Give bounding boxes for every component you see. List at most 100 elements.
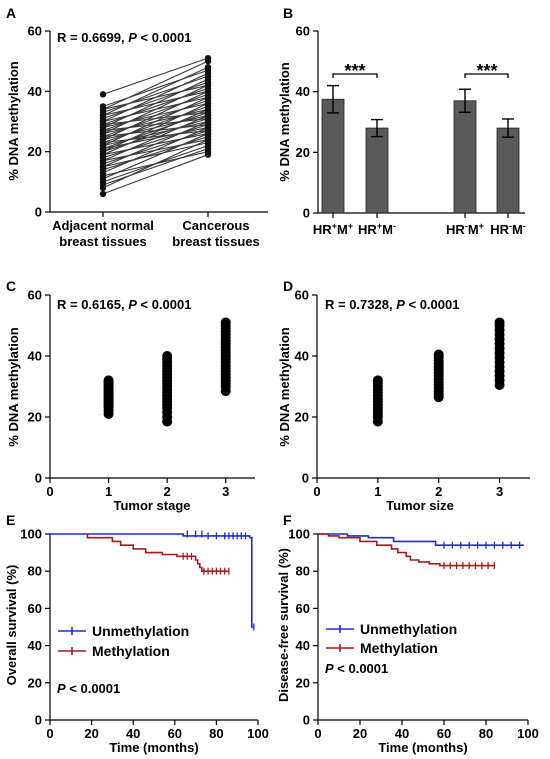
panel-f-xtick-label-100: 100 xyxy=(517,726,539,741)
panel-c-ylabel: % DNA methylation xyxy=(6,327,21,446)
panel-b-bar-label-3: HR-M- xyxy=(490,221,526,237)
panel-a-cancer-point-35 xyxy=(204,109,212,116)
panel-c: 0 20 40 60 0 1 2 3 % DNA methylation Tumor stag… xyxy=(6,288,255,513)
panel-d-ytick-label-40: 40 xyxy=(295,349,309,364)
panel-a-pair-line-14 xyxy=(102,108,209,156)
panel-c-point-1-20 xyxy=(162,351,173,361)
panel-e-letter: E xyxy=(6,512,15,528)
panel-a-pair-line-15 xyxy=(102,133,209,156)
panel-a-normal-point-44 xyxy=(99,103,107,110)
panel-a-xcat2-line2: breast tissues xyxy=(172,234,259,249)
panel-a-pair-line-13 xyxy=(102,123,209,159)
panel-f-xlabel: Time (months) xyxy=(378,740,467,755)
panel-a-p: < 0.0001 xyxy=(137,30,192,45)
panel-a-ylabel: % DNA methylation xyxy=(6,61,21,180)
panel-f-ylabel: Disease-free survival (%) xyxy=(276,548,291,702)
panel-d-ytick-label-0: 0 xyxy=(302,471,309,486)
panel-a-pair-line-5 xyxy=(102,151,209,177)
panel-a-cancer-point-5 xyxy=(204,148,212,155)
panel-f: 0 20 40 60 80 100 0 20 40 60 80 100 Disease-free su… xyxy=(276,527,539,756)
panel-b-sig-left-bracket xyxy=(332,73,378,78)
panel-c-p-label: P xyxy=(128,297,137,312)
panel-b-sig-left: *** xyxy=(332,61,378,81)
panel-a-pair-line-16 xyxy=(102,117,209,153)
panel-a-pair-line-2 xyxy=(102,148,209,186)
panel-d-ytick-label-60: 60 xyxy=(295,288,309,303)
panel-f-xtick-label-0: 0 xyxy=(314,726,321,741)
panel-b-ytick-label-60: 60 xyxy=(296,24,310,39)
panel-c-point-0-20 xyxy=(103,375,114,386)
panel-e-legend-unmeth: Unmethylation xyxy=(92,623,189,639)
panel-e-xtick-label-80: 80 xyxy=(209,726,223,741)
panel-d-xtick-label-0: 0 xyxy=(313,484,320,499)
panel-b-ylabel: % DNA methylation xyxy=(277,62,292,181)
panel-d-xtick-label-2: 2 xyxy=(435,484,442,499)
panel-a-pair-line-38 xyxy=(102,81,209,120)
panel-c-p: < 0.0001 xyxy=(137,297,192,312)
panel-a-cancer-point-45 xyxy=(204,54,212,62)
panel-f-ytick-label-60: 60 xyxy=(296,601,310,616)
panel-d-ytick-label-20: 20 xyxy=(295,410,309,425)
panel-a-pair-line-42 xyxy=(102,60,209,110)
panel-a-xcat1-line1: Adjacent normal xyxy=(52,218,154,233)
panel-f-ytick-label-100: 100 xyxy=(288,527,310,542)
panel-e-xtick-label-0: 0 xyxy=(46,726,53,741)
panel-d-axes xyxy=(316,295,530,479)
panel-a-pair-line-35 xyxy=(102,111,209,126)
panel-e-ytick-label-60: 60 xyxy=(28,601,42,616)
panel-a: 0 20 40 60 % DNA methylation R = 0.6699, P … xyxy=(6,24,268,249)
panel-d-xlabel: Tumor size xyxy=(386,498,454,513)
panel-a-pair-line-23 xyxy=(102,130,209,144)
panel-c-xtick-label-2: 2 xyxy=(164,484,171,499)
panel-e-axes xyxy=(49,534,258,721)
panel-a-pair-line-12 xyxy=(102,139,209,162)
panel-a-cancer-point-37 xyxy=(204,94,212,101)
panel-a-pair-line-45 xyxy=(102,57,209,95)
panel-e-ytick-label-20: 20 xyxy=(28,675,42,690)
panel-f-ytick-label-20: 20 xyxy=(296,675,310,690)
panel-a-xcat2-line1: Cancerous xyxy=(182,218,249,233)
panel-c-stat: R = 0.6165, P < 0.0001 xyxy=(57,297,191,312)
panel-b-bar-label-1: HR+M- xyxy=(358,221,396,237)
panel-e-p-label: P xyxy=(57,681,66,696)
panel-a-pair-line-10 xyxy=(102,130,209,165)
panel-e-ytick-label-80: 80 xyxy=(28,564,42,579)
panel-f-ytick-label-80: 80 xyxy=(296,564,310,579)
panel-e-ylabel: Overall survival (%) xyxy=(4,565,19,686)
panel-f-curve-1 xyxy=(318,533,495,567)
panel-a-pair-line-30 xyxy=(102,93,209,132)
panel-d-point-2-14 xyxy=(494,317,505,328)
panel-a-cancer-point-27 xyxy=(204,121,212,128)
panel-a-pair-line-18 xyxy=(102,126,209,150)
panel-a-cancer-point-23 xyxy=(204,127,212,134)
panel-f-ytick-label-0: 0 xyxy=(303,713,310,728)
panel-a-pair-line-33 xyxy=(102,102,209,129)
panel-a-pair-line-41 xyxy=(102,75,209,113)
panel-d-p: < 0.0001 xyxy=(405,297,460,312)
panel-e-xtick-label-20: 20 xyxy=(84,726,98,741)
panel-a-cancer-point-33 xyxy=(204,100,212,107)
panel-e-ytick-label-100: 100 xyxy=(20,527,42,542)
panel-b-bar-0 xyxy=(321,98,345,214)
panel-c-ytick-label-20: 20 xyxy=(28,410,42,425)
panel-a-xcat1-line2: breast tissues xyxy=(59,234,146,249)
panel-a-ytick-label-60: 60 xyxy=(28,24,42,39)
panel-a-cancer-point-44 xyxy=(204,67,212,74)
panel-c-ytick-label-60: 60 xyxy=(28,288,42,303)
panel-f-legend-meth: Methylation xyxy=(360,640,438,656)
panel-a-cancer-point-40 xyxy=(204,88,212,95)
panel-c-r: R = 0.6165, xyxy=(57,297,128,312)
panel-f-xtick-label-40: 40 xyxy=(395,726,409,741)
panel-e: 0 20 40 60 80 100 0 20 40 60 80 100 Overall surviva… xyxy=(4,527,269,756)
panel-e-xtick-label-60: 60 xyxy=(168,726,182,741)
panel-a-pair-line-40 xyxy=(102,90,209,117)
panel-d-p-label: P xyxy=(396,297,405,312)
panel-e-xtick-label-100: 100 xyxy=(247,726,269,741)
panel-d-point-0-13 xyxy=(372,375,383,386)
panel-b-ytick-label-20: 20 xyxy=(296,145,310,160)
panel-b-sig-left-stars: *** xyxy=(344,61,365,81)
panel-a-normal-point-0 xyxy=(99,190,107,198)
panel-f-p: < 0.0001 xyxy=(334,661,389,676)
panel-a-stat: R = 0.6699, P < 0.0001 xyxy=(57,30,191,45)
